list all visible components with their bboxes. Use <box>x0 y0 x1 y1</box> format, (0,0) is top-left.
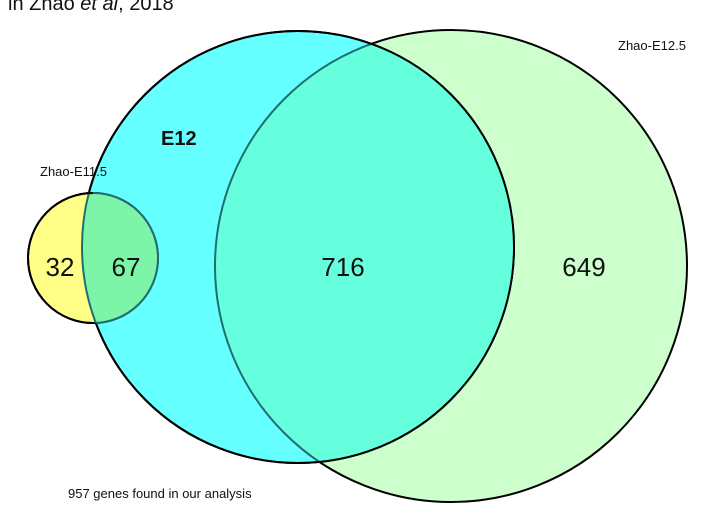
label-e12: E12 <box>161 128 197 150</box>
count-e12-e12-5: 716 <box>321 252 364 282</box>
outline-e12-inside-e11-5 <box>81 193 158 323</box>
outline-e11-5-outer-arc <box>27 192 94 324</box>
label-zhao-e12-5: Zhao-E12.5 <box>618 38 686 53</box>
count-e11-only: 32 <box>46 252 75 282</box>
count-e11-e12: 67 <box>112 252 141 282</box>
count-e12-5-only: 649 <box>562 252 605 282</box>
footnote-gene-count: 957 genes found in our analysis <box>68 486 252 501</box>
overlap-e12-e12-5 <box>215 31 514 463</box>
diagram-title: in Zhao et al, 2018 <box>8 0 174 15</box>
outline-e12-5-inside-e12 <box>214 31 514 463</box>
label-zhao-e11-5: Zhao-E11.5 <box>40 164 107 179</box>
